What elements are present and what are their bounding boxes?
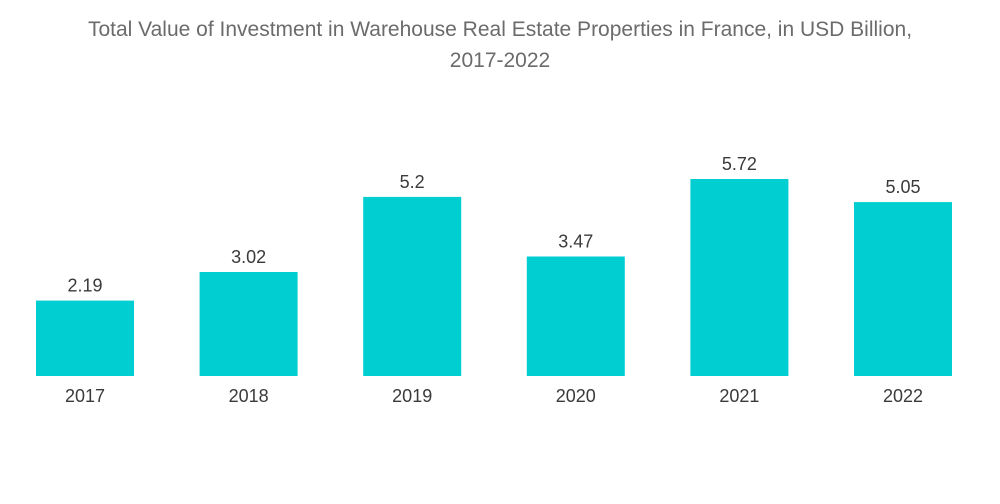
data-label-2019: 5.2 [400, 172, 425, 192]
bar-2018 [199, 272, 298, 376]
bar-2020 [526, 256, 625, 376]
x-tick-label-2020: 2020 [556, 386, 596, 406]
data-label-2020: 3.47 [558, 232, 593, 252]
x-tick-label-2019: 2019 [392, 386, 432, 406]
x-tick-label-2021: 2021 [719, 386, 759, 406]
bar-2019 [363, 196, 462, 376]
data-label-2017: 2.19 [67, 276, 102, 296]
x-tick-label-2018: 2018 [229, 386, 269, 406]
bar-2017 [36, 300, 134, 376]
data-label-2018: 3.02 [231, 247, 266, 267]
chart-title-line-1: Total Value of Investment in Warehouse R… [87, 18, 913, 41]
bar-2021 [690, 179, 789, 376]
chart-title-line-2: 2017-2022 [449, 49, 551, 72]
x-tick-label-2022: 2022 [883, 386, 923, 406]
data-label-2021: 5.72 [722, 154, 757, 174]
bar-2022 [854, 202, 952, 376]
chart-title: Total Value of Investment in Warehouse R… [0, 14, 1000, 76]
x-tick-label-2017: 2017 [65, 386, 105, 406]
data-label-2022: 5.05 [885, 177, 920, 197]
